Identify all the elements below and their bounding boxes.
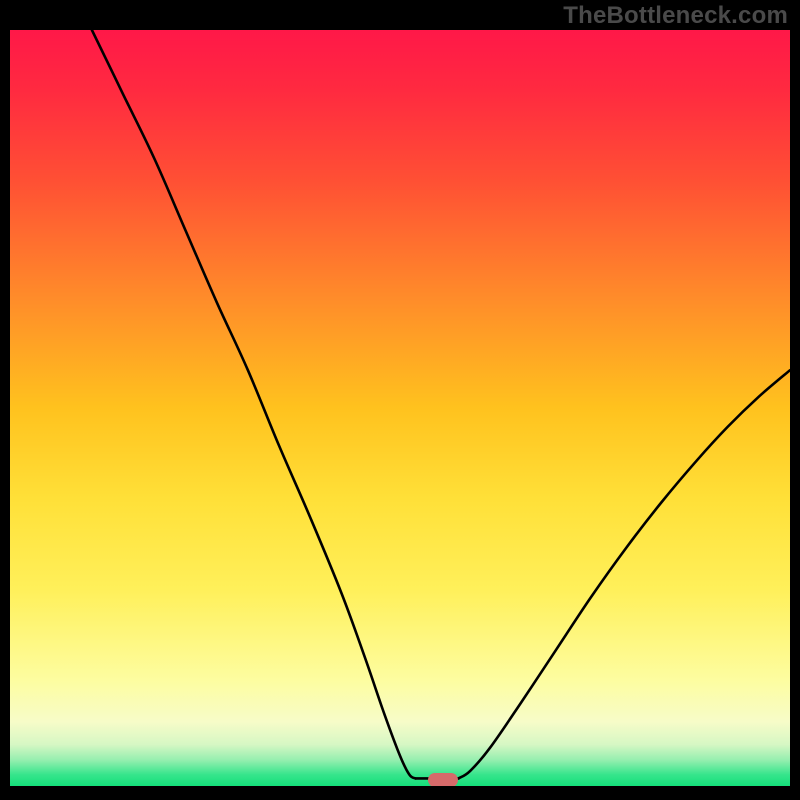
- optimal-marker: [428, 773, 458, 786]
- watermark-text: TheBottleneck.com: [563, 2, 788, 30]
- chart-frame: TheBottleneck.com: [0, 0, 800, 800]
- svg-layer: [10, 30, 790, 786]
- curve-right-branch: [459, 370, 791, 778]
- plot-area: [10, 30, 790, 786]
- curve-left-branch: [92, 30, 416, 778]
